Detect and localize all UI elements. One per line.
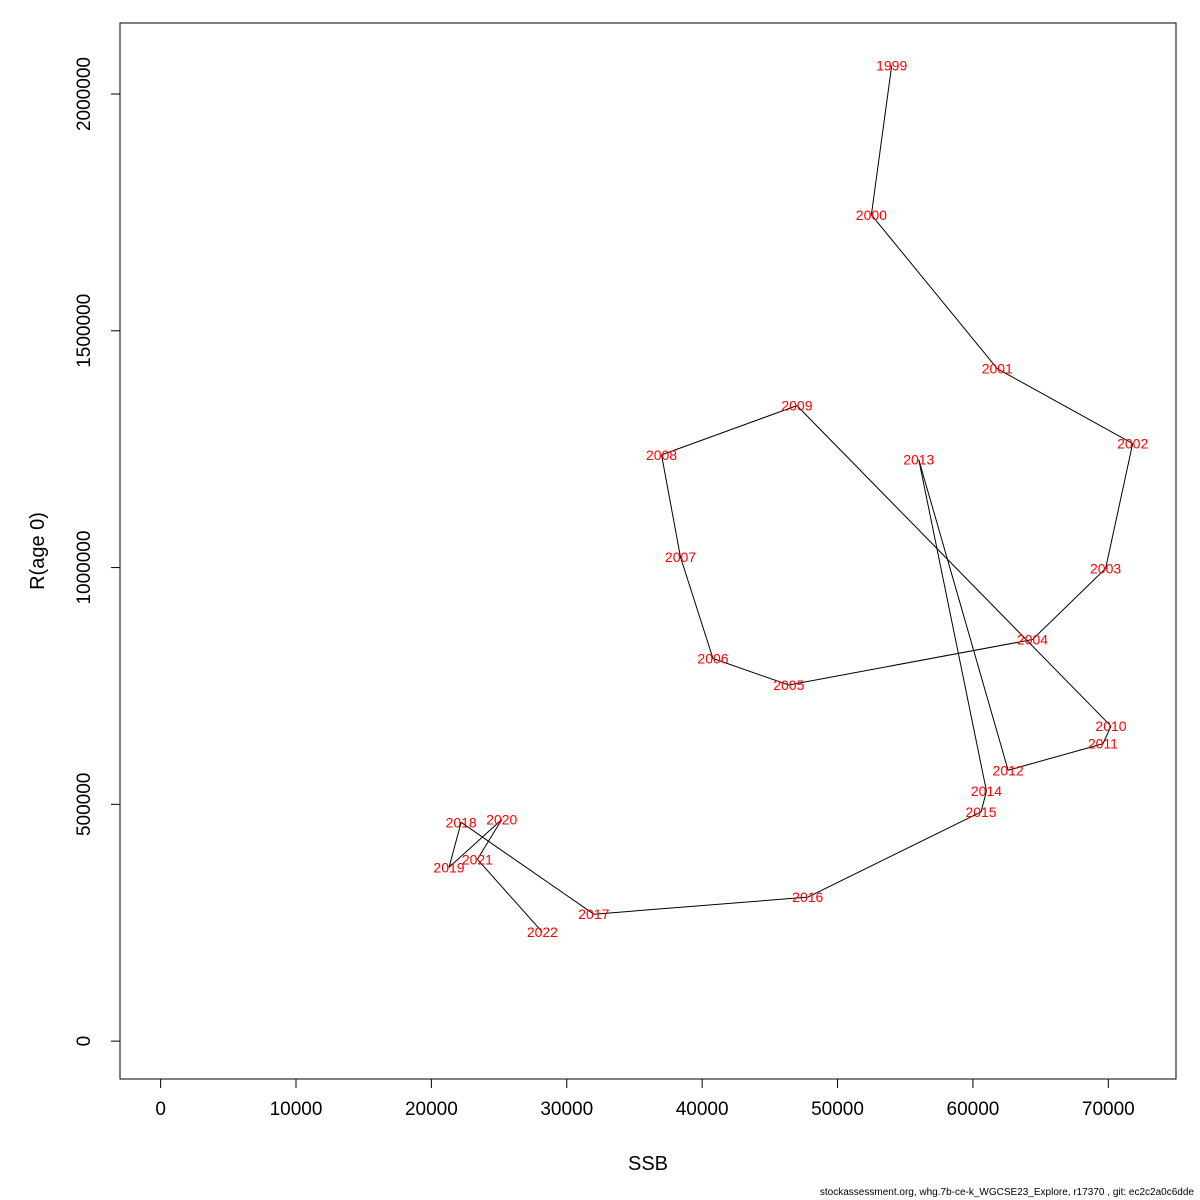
series-segment <box>680 557 714 659</box>
series-segment <box>1032 568 1106 640</box>
series-segment <box>796 405 1112 727</box>
x-axis-title: SSB <box>628 1153 668 1175</box>
plot-frame <box>119 22 1177 1080</box>
point-label-2006: 2006 <box>697 650 728 666</box>
series-segment <box>1102 726 1112 744</box>
y-axis-title: R(age 0) <box>27 512 49 590</box>
point-label-2018: 2018 <box>446 814 477 830</box>
series-segment <box>997 368 1133 444</box>
footer-source-note: stockassessment.org, whg.7b-ce-k_WGCSE23… <box>819 1187 1194 1198</box>
series-segment <box>918 459 987 792</box>
x-tick-label: 70000 <box>1082 1099 1135 1120</box>
series-segment <box>477 858 543 933</box>
point-label-2017: 2017 <box>578 906 609 922</box>
series-segment <box>1105 443 1134 569</box>
point-label-2005: 2005 <box>773 677 804 693</box>
y-tick-label: 1500000 <box>74 294 95 368</box>
series-segment <box>661 405 798 456</box>
x-tick-label: 50000 <box>811 1099 864 1120</box>
series-segment <box>712 658 789 686</box>
y-tick-label: 0 <box>74 1036 95 1047</box>
point-label-2001: 2001 <box>982 361 1013 377</box>
y-axis: 0 500000 1000000 1500000 2000000 <box>74 57 121 1047</box>
point-label-2011: 2011 <box>1088 736 1118 752</box>
series-segment <box>788 639 1033 686</box>
x-tick-label: 60000 <box>947 1099 1000 1120</box>
point-label-2015: 2015 <box>965 804 996 820</box>
series-segment <box>870 214 998 370</box>
point-label-2007: 2007 <box>665 549 696 565</box>
x-tick-label: 0 <box>155 1099 166 1120</box>
x-axis: 0 10000 20000 30000 40000 50000 60000 70000 <box>155 1078 1135 1120</box>
point-label-2016: 2016 <box>792 889 823 905</box>
year-labels: 1999 2000 2001 2002 2003 2004 2005 2006 2007 2008… <box>433 58 1148 941</box>
point-label-2020: 2020 <box>486 811 517 827</box>
point-label-2019: 2019 <box>433 859 464 875</box>
point-label-2014: 2014 <box>971 783 1002 799</box>
series-segment <box>807 811 982 898</box>
point-label-2002: 2002 <box>1117 436 1148 452</box>
series-segment <box>661 454 681 558</box>
series-segment <box>476 819 503 860</box>
point-label-2000: 2000 <box>856 207 887 223</box>
series-segment <box>980 790 987 813</box>
series-segment <box>1007 743 1104 771</box>
point-label-2021: 2021 <box>462 851 493 867</box>
series-segment <box>448 822 462 868</box>
x-tick-label: 20000 <box>405 1099 458 1120</box>
series-segment <box>918 459 1009 771</box>
point-label-2003: 2003 <box>1090 561 1121 577</box>
series-segment <box>593 896 808 915</box>
point-label-1999: 1999 <box>876 58 907 74</box>
point-label-2012: 2012 <box>993 762 1024 778</box>
y-tick-label: 500000 <box>74 773 95 836</box>
point-label-2004: 2004 <box>1017 632 1048 648</box>
y-tick-label: 1000000 <box>74 531 95 605</box>
x-tick-label: 30000 <box>540 1099 593 1120</box>
x-tick-label: 40000 <box>676 1099 729 1120</box>
point-label-2010: 2010 <box>1095 718 1126 734</box>
point-label-2013: 2013 <box>903 452 934 468</box>
point-label-2008: 2008 <box>646 447 677 463</box>
series-segment <box>460 821 595 915</box>
x-tick-label: 10000 <box>270 1099 323 1120</box>
y-tick-label: 2000000 <box>74 57 95 131</box>
recruitment-series <box>448 65 1134 933</box>
series-segment <box>870 65 893 215</box>
series-segment <box>448 819 503 868</box>
point-label-2022: 2022 <box>527 924 558 940</box>
point-label-2009: 2009 <box>781 398 812 414</box>
